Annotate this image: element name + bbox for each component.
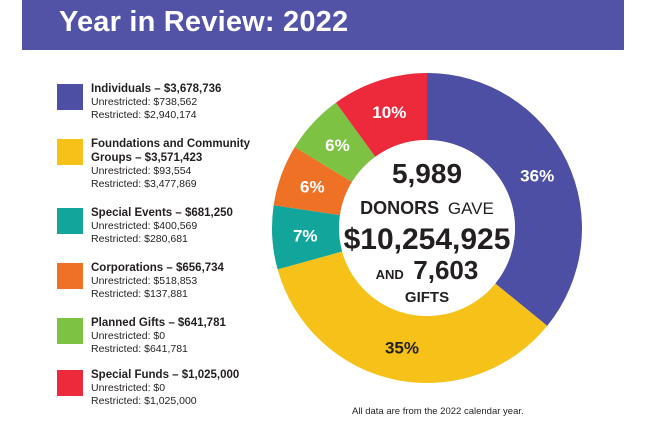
legend-heading: Individuals – $3,678,736	[91, 83, 222, 95]
legend-swatch	[57, 84, 83, 110]
slice-percent-label: 36%	[520, 167, 554, 186]
total-amount: $10,254,925	[344, 223, 511, 256]
gifts-count: 7,603	[413, 255, 478, 285]
legend-restricted: Restricted: $137,881	[91, 288, 188, 300]
legend-restricted: Restricted: $2,940,174	[91, 109, 197, 121]
legend-restricted: Restricted: $641,781	[91, 343, 188, 355]
donut-slice-foundations-and-community-groups	[277, 251, 548, 383]
legend-heading: Foundations and Community Groups – $3,57…	[91, 138, 251, 164]
donors-line: DONORS GAVE	[360, 198, 494, 218]
center-summary: 5,989 DONORS GAVE $10,254,925 AND 7,603 …	[344, 158, 511, 306]
legend-unrestricted: Unrestricted: $93,554	[91, 165, 192, 177]
legend-swatch	[57, 370, 83, 396]
donut-slice-corporations	[273, 147, 352, 216]
donut-slice-special-funds	[335, 73, 427, 157]
header-banner: Year in Review: 2022	[22, 0, 624, 50]
donut-slice-planned-gifts	[294, 102, 376, 183]
legend-unrestricted: Unrestricted: $400,569	[91, 220, 198, 232]
gifts-word: GIFTS	[405, 289, 449, 306]
slice-percent-label: 6%	[300, 177, 325, 196]
slice-percent-label: 7%	[293, 227, 318, 246]
legend-unrestricted: Unrestricted: $738,562	[91, 96, 198, 108]
legend-heading: Special Events – $681,250	[91, 207, 233, 219]
legend-heading: Planned Gifts – $641,781	[91, 317, 226, 329]
legend-swatch	[57, 263, 83, 289]
donut-slices	[272, 73, 582, 383]
donut-slice-special-events	[272, 205, 343, 270]
legend-restricted: Restricted: $280,681	[91, 233, 188, 245]
gifts-line: AND 7,603	[376, 255, 479, 285]
slice-labels: 36% 35% 7% 6% 6% 10%	[293, 103, 554, 357]
donors-count: 5,989	[392, 158, 462, 189]
slice-percent-label: 10%	[372, 103, 406, 122]
footnote: All data are from the 2022 calendar year…	[352, 406, 524, 417]
donut-slice-individuals	[427, 73, 582, 326]
slice-percent-label: 6%	[325, 136, 350, 155]
legend-swatch	[57, 139, 83, 165]
legend-restricted: Restricted: $3,477,869	[91, 178, 197, 190]
page-title: Year in Review: 2022	[59, 6, 349, 38]
gave-word: GAVE	[448, 199, 494, 218]
legend-swatch	[57, 208, 83, 234]
legend-restricted: Restricted: $1,025,000	[91, 395, 197, 407]
legend-swatch	[57, 318, 83, 344]
donut-hole	[339, 140, 515, 316]
legend-heading: Corporations – $656,734	[91, 262, 224, 274]
legend-unrestricted: Unrestricted: $0	[91, 330, 166, 342]
legend-unrestricted: Unrestricted: $518,853	[91, 275, 198, 287]
donut-chart: 36% 35% 7% 6% 6% 10% 5,989 DONORS GAVE $10,25…	[272, 73, 582, 383]
slice-percent-label: 35%	[385, 338, 419, 357]
legend-unrestricted: Unrestricted: $0	[91, 382, 166, 394]
and-word: AND	[376, 267, 404, 282]
legend-heading: Special Funds – $1,025,000	[91, 369, 240, 381]
donors-word: DONORS	[360, 198, 439, 218]
